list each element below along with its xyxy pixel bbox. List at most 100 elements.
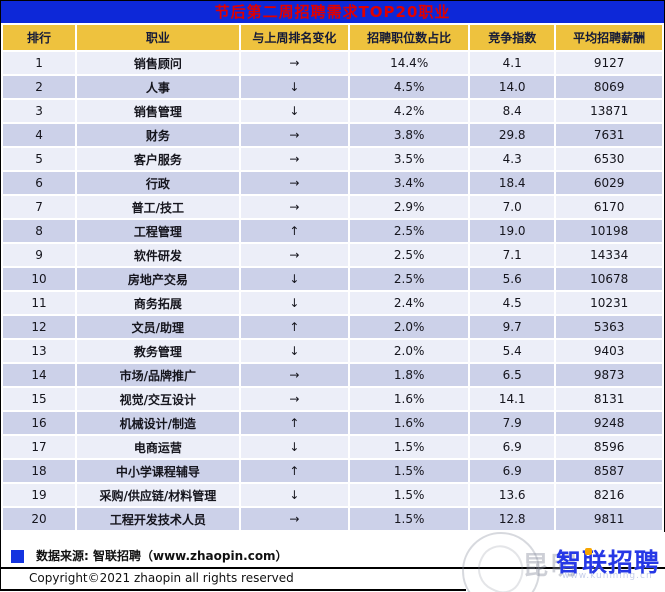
table-row: 18 中小学课程辅导 ↑ 1.5% 6.9 8587 [3,460,662,482]
table-row: 4 财务 → 3.8% 29.8 7631 [3,124,662,146]
share-cell: 1.6% [350,412,469,434]
table-row: 15 视觉/交互设计 → 1.6% 14.1 8131 [3,388,662,410]
rank-cell: 7 [3,196,76,218]
rank-cell: 2 [3,76,76,98]
rank-change-cell: ↓ [240,100,349,122]
table-row: 19 采购/供应链/材料管理 ↓ 1.5% 13.6 8216 [3,484,662,506]
salary-cell: 7631 [556,124,662,146]
ranking-table-container: 节后第二周招聘需求TOP20职业 排行 职业 与上周排名变化 招聘职位数占比 竞… [0,0,665,532]
rank-change-cell: → [240,148,349,170]
table-row: 16 机械设计/制造 ↑ 1.6% 7.9 9248 [3,412,662,434]
salary-cell: 8216 [556,484,662,506]
index-cell: 6.9 [470,460,555,482]
table-row: 3 销售管理 ↓ 4.2% 8.4 13871 [3,100,662,122]
job-cell: 客户服务 [77,148,239,170]
salary-cell: 13871 [556,100,662,122]
share-cell: 3.5% [350,148,469,170]
job-cell: 工程开发技术人员 [77,508,239,530]
salary-cell: 9127 [556,52,662,74]
job-cell: 行政 [77,172,239,194]
share-cell: 1.5% [350,484,469,506]
job-cell: 文员/助理 [77,316,239,338]
rank-change-cell: ↓ [240,340,349,362]
col-header-rank: 排行 [3,25,76,50]
rank-change-cell: ↓ [240,76,349,98]
salary-cell: 10678 [556,268,662,290]
index-cell: 7.9 [470,412,555,434]
index-cell: 12.8 [470,508,555,530]
share-cell: 2.5% [350,268,469,290]
rank-cell: 18 [3,460,76,482]
rank-cell: 15 [3,388,76,410]
table-row: 5 客户服务 → 3.5% 4.3 6530 [3,148,662,170]
table-row: 13 教务管理 ↓ 2.0% 5.4 9403 [3,340,662,362]
table-row: 11 商务拓展 ↓ 2.4% 4.5 10231 [3,292,662,314]
rank-cell: 8 [3,220,76,242]
index-cell: 13.6 [470,484,555,506]
data-source-text: 数据来源: 智联招聘（www.zhaopin.com） [36,549,288,563]
rank-cell: 19 [3,484,76,506]
share-cell: 2.5% [350,220,469,242]
job-cell: 人事 [77,76,239,98]
table-row: 17 电商运营 ↓ 1.5% 6.9 8596 [3,436,662,458]
blue-square-icon [11,550,24,563]
job-cell: 房地产交易 [77,268,239,290]
rank-change-cell: → [240,196,349,218]
share-cell: 1.5% [350,508,469,530]
table-row: 7 普工/技工 → 2.9% 7.0 6170 [3,196,662,218]
footer: 数据来源: 智联招聘（www.zhaopin.com） Copyright©20… [0,532,665,591]
table-row: 9 软件研发 → 2.5% 7.1 14334 [3,244,662,266]
index-cell: 14.0 [470,76,555,98]
share-cell: 4.5% [350,76,469,98]
job-cell: 采购/供应链/材料管理 [77,484,239,506]
share-cell: 1.8% [350,364,469,386]
rank-change-cell: → [240,52,349,74]
index-cell: 5.6 [470,268,555,290]
index-cell: 7.0 [470,196,555,218]
rank-cell: 12 [3,316,76,338]
salary-cell: 10231 [556,292,662,314]
rank-cell: 11 [3,292,76,314]
job-cell: 机械设计/制造 [77,412,239,434]
table-row: 14 市场/品牌推广 → 1.8% 6.5 9873 [3,364,662,386]
share-cell: 1.6% [350,388,469,410]
rank-cell: 14 [3,364,76,386]
col-header-index: 竞争指数 [470,25,555,50]
col-header-salary: 平均招聘薪酬 [556,25,662,50]
share-cell: 1.5% [350,460,469,482]
rank-change-cell: ↓ [240,268,349,290]
ranking-table: 排行 职业 与上周排名变化 招聘职位数占比 竞争指数 平均招聘薪酬 1 销售顾问… [1,23,664,532]
rank-cell: 1 [3,52,76,74]
rank-change-cell: ↑ [240,412,349,434]
salary-cell: 8596 [556,436,662,458]
rank-cell: 5 [3,148,76,170]
rank-cell: 6 [3,172,76,194]
table-row: 2 人事 ↓ 4.5% 14.0 8069 [3,76,662,98]
index-cell: 7.1 [470,244,555,266]
rank-cell: 16 [3,412,76,434]
index-cell: 4.3 [470,148,555,170]
job-cell: 财务 [77,124,239,146]
index-cell: 8.4 [470,100,555,122]
index-cell: 9.7 [470,316,555,338]
salary-cell: 14334 [556,244,662,266]
share-cell: 2.0% [350,340,469,362]
rank-change-cell: ↓ [240,292,349,314]
index-cell: 4.1 [470,52,555,74]
rank-change-cell: → [240,388,349,410]
job-cell: 电商运营 [77,436,239,458]
salary-cell: 6530 [556,148,662,170]
index-cell: 6.9 [470,436,555,458]
col-header-change: 与上周排名变化 [240,25,349,50]
footer-bottom-rule [1,589,466,591]
rank-change-cell: → [240,172,349,194]
share-cell: 2.4% [350,292,469,314]
salary-cell: 9873 [556,364,662,386]
salary-cell: 9248 [556,412,662,434]
share-cell: 2.5% [350,244,469,266]
copyright-text: Copyright©2021 zhaopin all rights reserv… [29,571,294,585]
table-row: 6 行政 → 3.4% 18.4 6029 [3,172,662,194]
rank-cell: 9 [3,244,76,266]
rank-change-cell: ↓ [240,484,349,506]
